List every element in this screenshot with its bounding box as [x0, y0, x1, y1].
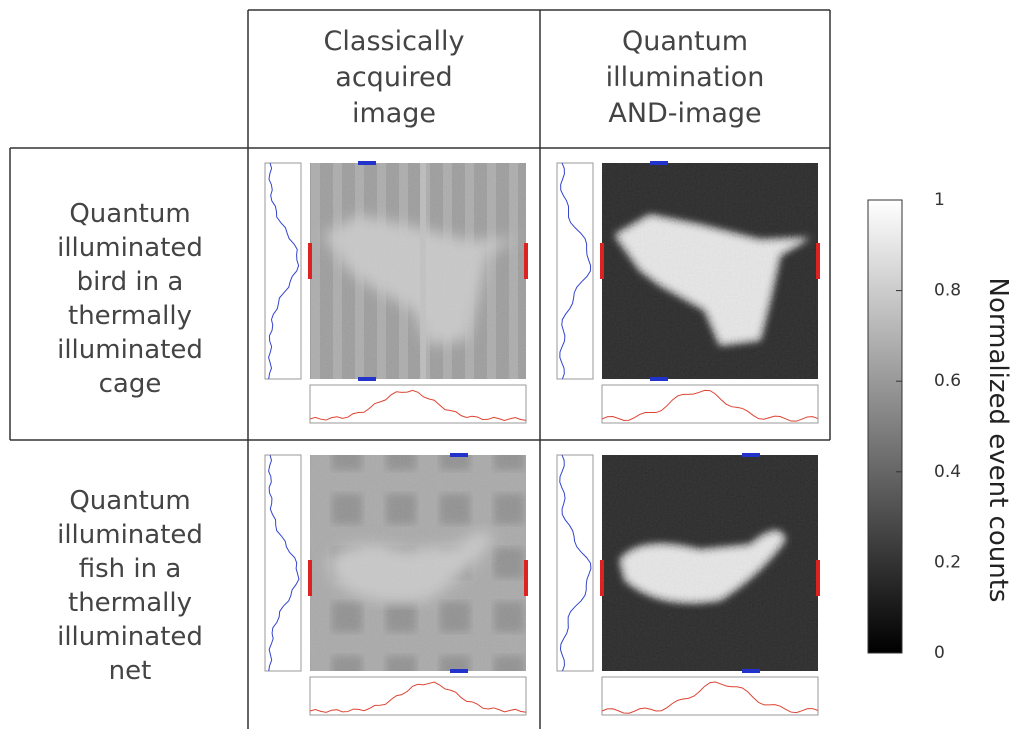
- marker: [816, 243, 820, 279]
- colorbar-label: Normalized event counts: [983, 278, 1013, 603]
- marker: [450, 453, 468, 457]
- profile-box: [310, 677, 526, 715]
- marker: [450, 669, 468, 673]
- marker: [358, 377, 376, 381]
- column-header: AND-image: [608, 98, 761, 129]
- column-header: Classically: [324, 26, 465, 57]
- tick-label: 0.8: [934, 281, 961, 301]
- row-header: bird in a: [77, 267, 184, 297]
- row-header: cage: [99, 369, 162, 399]
- marker: [308, 560, 312, 596]
- row-header: Quantum: [69, 199, 190, 229]
- profile-horizontal: [310, 390, 526, 420]
- tick-label: 0: [934, 643, 945, 663]
- noise: [310, 163, 526, 379]
- marker: [600, 560, 604, 596]
- marker: [742, 669, 760, 673]
- image-cell: [557, 161, 820, 423]
- profile-vertical: [269, 163, 299, 379]
- tick-label: 0.2: [934, 552, 961, 572]
- row-header: illuminated: [57, 622, 203, 652]
- row-header: illuminated: [57, 233, 203, 263]
- noise: [602, 163, 818, 379]
- row-header: net: [109, 656, 152, 686]
- profile-horizontal: [602, 682, 818, 713]
- figure: Classically acquired image Quantum illuminat…: [0, 0, 1018, 729]
- profile-horizontal: [310, 682, 526, 712]
- marker: [524, 560, 528, 596]
- marker: [358, 161, 376, 165]
- marker: [650, 161, 668, 165]
- tick-label: 1: [934, 190, 945, 210]
- noise: [310, 455, 526, 671]
- profile-vertical: [269, 455, 299, 671]
- row-header: thermally: [68, 588, 192, 618]
- profile-vertical: [560, 163, 591, 379]
- tick-label: 0.6: [934, 371, 961, 391]
- image-cell: [265, 161, 528, 423]
- colorbar-ticks: 0 0.2 0.4 0.6 0.8 1: [896, 190, 961, 663]
- marker: [308, 243, 312, 279]
- profile-box: [557, 455, 593, 671]
- marker: [816, 560, 820, 596]
- marker: [600, 243, 604, 279]
- noise: [602, 455, 818, 671]
- column-header: illumination: [606, 62, 765, 93]
- column-header: acquired: [335, 62, 452, 93]
- image-cell: [265, 453, 528, 715]
- marker: [524, 243, 528, 279]
- row-header: illuminated: [57, 335, 203, 365]
- row-header: Quantum: [69, 486, 190, 516]
- image-cells: [265, 161, 820, 715]
- profile-vertical: [560, 455, 591, 671]
- row-header: illuminated: [57, 520, 203, 550]
- row-header: fish in a: [79, 554, 182, 584]
- tick-label: 0.4: [934, 462, 961, 482]
- column-header: image: [352, 98, 436, 129]
- profile-box: [265, 455, 301, 671]
- row-header: thermally: [68, 301, 192, 331]
- marker: [650, 377, 668, 381]
- profile-horizontal: [602, 390, 818, 421]
- marker: [742, 453, 760, 457]
- image-cell: [557, 453, 820, 715]
- column-header: Quantum: [622, 26, 748, 57]
- colorbar: [868, 200, 902, 653]
